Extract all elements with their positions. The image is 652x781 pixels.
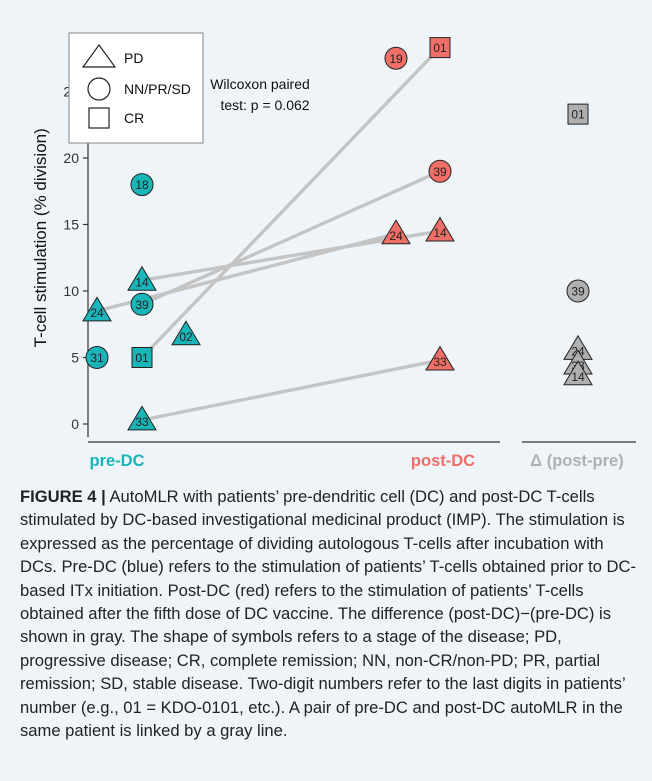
data-point-circle: [85, 346, 109, 369]
data-point-triangle: [381, 219, 411, 245]
y-axis-label: T-cell stimulation (% division): [31, 128, 50, 347]
point-id-label: 39: [571, 285, 585, 299]
data-point-square: [131, 347, 153, 368]
data-point-triangle: [127, 265, 157, 291]
pair-line-33: [140, 358, 442, 422]
point-id-label: 01: [571, 108, 585, 122]
y-tick-label: 20: [63, 150, 79, 166]
point-id-label: 39: [135, 298, 149, 312]
legend-label: NN/PR/SD: [124, 81, 191, 97]
annotation-line: test: p = 0.062: [220, 97, 309, 113]
x-group-label: pre-DC: [89, 452, 144, 470]
data-point-triangle: [171, 320, 201, 346]
pair-line-01: [140, 45, 442, 360]
point-id-label: 31: [90, 351, 104, 365]
data-point-circle: [130, 292, 154, 316]
data-point-triangle: [425, 216, 455, 242]
annotation-line: Wilcoxon paired: [210, 76, 310, 92]
point-id-label: 18: [135, 178, 149, 192]
legend-triangle-icon: [81, 43, 117, 68]
legend-label: CR: [124, 110, 144, 126]
pair-line-39: [140, 169, 442, 306]
data-point-circle: [130, 173, 154, 197]
caption-label: FIGURE 4 |: [20, 487, 106, 506]
point-id-label: 19: [389, 52, 403, 66]
point-id-label: 24: [389, 229, 403, 243]
point-id-label: 24: [90, 306, 104, 320]
y-tick-label: 5: [71, 350, 79, 366]
legend-label: PD: [124, 50, 143, 66]
data-point-circle: [384, 46, 408, 70]
chart-plot: 0510152025T-cell stimulation (% division…: [31, 32, 636, 470]
data-point-square: [429, 37, 451, 59]
y-tick-label: 15: [63, 217, 79, 233]
data-point-triangle: [127, 405, 157, 431]
data-point-circle: [428, 159, 452, 183]
point-id-label: 01: [433, 41, 447, 55]
point-id-label: 14: [135, 275, 149, 289]
data-point-square: [567, 103, 589, 125]
point-id-label: 02: [179, 330, 193, 344]
x-group-label: post-DC: [411, 452, 475, 470]
legend-box: [68, 32, 204, 144]
point-id-label: 14: [433, 226, 447, 240]
data-point-triangle: [82, 296, 112, 322]
data-point-triangle: [563, 360, 593, 386]
legend-circle-icon: [87, 77, 111, 101]
data-point-triangle: [425, 345, 455, 371]
y-tick-label: 10: [63, 283, 79, 299]
caption-text: AutoMLR with patients’ pre-dendritic cel…: [20, 487, 637, 741]
point-id-label: 33: [135, 415, 149, 429]
y-tick-label: 0: [71, 416, 79, 432]
point-id-label: 33: [433, 355, 447, 369]
point-id-label: 01: [135, 351, 149, 365]
point-id-label: 39: [433, 165, 447, 179]
data-point-circle: [566, 279, 590, 303]
x-group-label: Δ (post-pre): [530, 452, 623, 470]
figure-caption: FIGURE 4 | AutoMLR with patients’ pre-de…: [20, 485, 638, 742]
legend-square-icon: [88, 107, 110, 129]
point-id-label: 14: [571, 370, 585, 384]
legend: PD NN/PR/SD CR: [68, 32, 204, 144]
